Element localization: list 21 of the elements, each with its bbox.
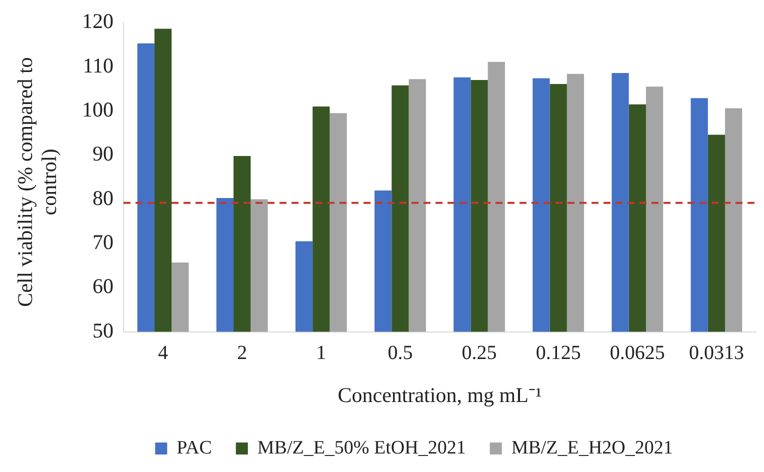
x-tick-label: 2 — [237, 342, 248, 364]
y-tick-label: 110 — [82, 53, 114, 78]
x-tick-label: 0.25 — [462, 342, 497, 364]
legend-label: MB/Z_E_H2O_2021 — [511, 437, 673, 458]
x-tick-label: 4 — [158, 342, 168, 364]
y-tick-label: 100 — [82, 97, 114, 122]
x-tick-label: 0.5 — [388, 342, 413, 364]
y-tick-label: 60 — [92, 274, 114, 298]
x-tick-label: 0.125 — [536, 342, 581, 364]
x-tick-label: 0.0313 — [688, 342, 744, 364]
x-tick-label: 1 — [316, 342, 326, 364]
y-tick-label: 70 — [92, 230, 114, 254]
y-tick-label: 80 — [92, 186, 114, 210]
y-tick-label: 50 — [92, 318, 114, 342]
legend-label: MB/Z_E_50% EtOH_2021 — [257, 437, 466, 458]
x-axis-title: Concentration, mg mL⁻¹ — [338, 382, 542, 407]
x-tick-label: 0.0625 — [610, 342, 665, 364]
y-tick-label: 120 — [82, 9, 114, 34]
y-tick-label: 90 — [92, 142, 114, 166]
y-axis-title: Cell viability (% compared to control) — [13, 56, 61, 309]
legend-label: PAC — [176, 437, 212, 458]
